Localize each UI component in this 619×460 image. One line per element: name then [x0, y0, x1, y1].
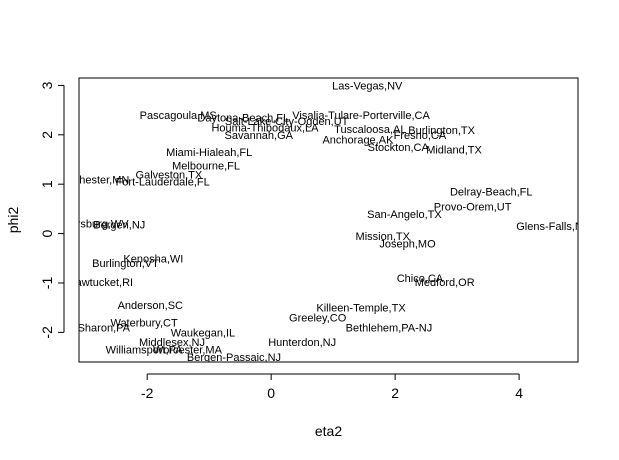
point-label: Provo-Orem,UT — [434, 201, 512, 213]
point-label: Medford,OR — [415, 277, 475, 289]
point-label: Burlington,VT — [92, 258, 159, 270]
point-label: Hunterdon,NJ — [268, 337, 336, 349]
y-axis-label: phi2 — [5, 207, 21, 234]
y-tick-label: -1 — [39, 277, 55, 290]
y-tick-label: 2 — [39, 131, 55, 139]
point-label: Bergen,NJ — [93, 220, 145, 232]
point-label: Pascagoula,MS — [140, 110, 217, 122]
point-label: Worcester,MA — [153, 345, 223, 357]
point-label: Las-Vegas,NV — [332, 80, 403, 92]
point-label: Parkersburg,WV — [48, 219, 129, 231]
y-axis: -2 -1 0 1 2 3 — [39, 81, 65, 339]
x-tick-label: -2 — [141, 385, 154, 401]
point-label: Daytona-Beach,FL — [197, 113, 289, 125]
point-label: Bethlehem,PA-NJ — [346, 322, 433, 334]
point-label: Fort-Lauderdale,FL — [116, 177, 210, 189]
point-label: Bergen-Passaic,NJ — [187, 352, 281, 364]
plot-frame — [78, 77, 579, 363]
point-label: Glens-Falls,NY — [516, 221, 591, 233]
point-label: Pawtucket,RI — [68, 277, 133, 289]
x-axis-label: eta2 — [315, 423, 342, 439]
point-label: Kenosha,WI — [123, 253, 183, 265]
point-label: Joseph,MO — [379, 238, 436, 250]
point-label: Anderson,SC — [118, 300, 183, 312]
point-label: Killeen-Temple,TX — [316, 303, 406, 315]
point-label: San-Angelo,TX — [367, 209, 442, 221]
point-label: Tuscaloosa,AL — [334, 124, 406, 136]
y-tick-label: 3 — [39, 81, 55, 89]
y-tick-label: 0 — [39, 229, 55, 237]
point-label: Waukegan,IL — [171, 327, 235, 339]
x-axis: -2 0 2 4 — [141, 373, 523, 401]
point-labels: Las-Vegas,NV Visalia-Tulare-Porterville,C… — [48, 80, 591, 364]
x-tick-label: 0 — [267, 385, 275, 401]
point-label: Stockton,CA — [368, 142, 430, 154]
point-label: Miami-Hialeah,FL — [166, 147, 252, 159]
point-label: Delray-Beach,FL — [450, 187, 533, 199]
point-label: Middlesex,NJ — [139, 337, 205, 349]
point-label: Savannah,GA — [225, 130, 294, 142]
point-label: Mission,TX — [356, 231, 411, 243]
point-label: Rochester,MN — [60, 174, 130, 186]
point-label: Melbourne,FL — [172, 160, 240, 172]
point-label: Waterbury,CT — [110, 317, 178, 329]
point-label: Fresno,CA — [394, 130, 447, 142]
point-label: Salt-Lake-City-Ogden,UT — [225, 116, 349, 128]
point-label: Houma-Thibodaux,LA — [211, 122, 319, 134]
point-label: Williamsport,PA — [106, 345, 183, 357]
y-tick-label: -2 — [39, 326, 55, 339]
point-label: Galveston,TX — [136, 169, 203, 181]
point-label: Burlington,TX — [408, 125, 475, 137]
point-label: Visalia-Tulare-Porterville,CA — [292, 110, 430, 122]
point-label: Greeley,CO — [289, 313, 347, 325]
point-label: Sharon,PA — [78, 322, 131, 334]
y-tick-label: 1 — [39, 180, 55, 188]
point-label: Anchorage,AK — [322, 135, 394, 147]
point-label: Midland,TX — [426, 145, 482, 157]
x-tick-label: 4 — [515, 385, 523, 401]
x-tick-label: 2 — [391, 385, 399, 401]
point-label: Chico,CA — [397, 273, 444, 285]
